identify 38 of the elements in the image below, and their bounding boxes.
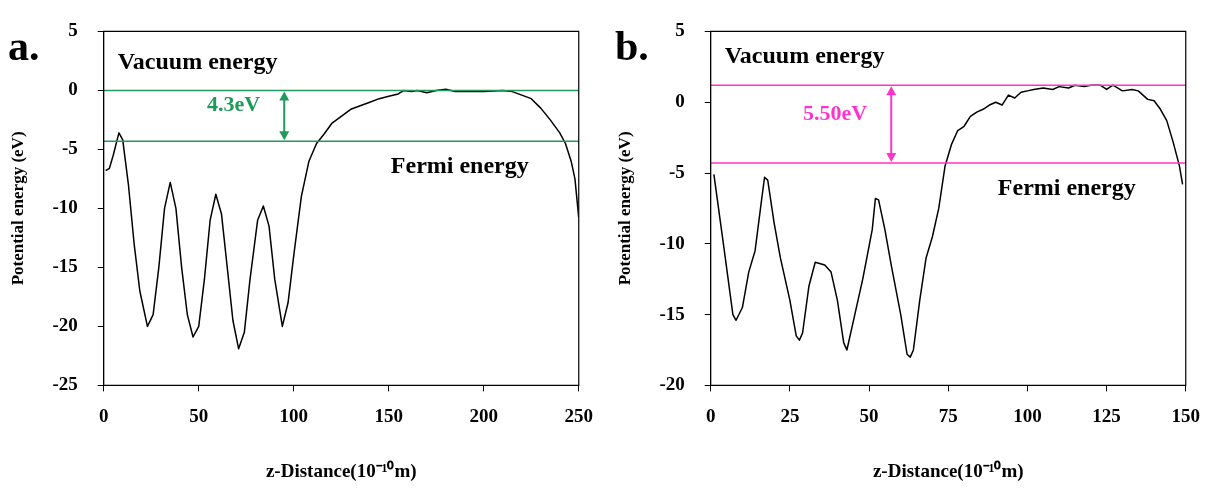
annotation: 5.50eV <box>803 99 868 125</box>
y-tick-label: -15 <box>52 255 78 277</box>
x-tick-label: 100 <box>279 404 308 426</box>
y-tick-label: -5 <box>61 137 78 159</box>
y-tick-label: -25 <box>52 373 78 395</box>
y-tick-label: -10 <box>52 196 78 218</box>
y-tick-label: 5 <box>675 19 685 41</box>
annotation: 4.3eV <box>207 91 261 117</box>
chart-title: b. <box>615 22 649 70</box>
x-tick-label: 50 <box>859 404 879 426</box>
y-tick-label: -15 <box>659 302 685 324</box>
y-tick-label: -20 <box>659 373 685 395</box>
ref-line-label: Vacuum energy <box>117 47 278 74</box>
x-tick-label: 150 <box>1171 404 1200 426</box>
y-tick-label: 5 <box>68 19 78 41</box>
x-tick-label: 0 <box>98 404 109 426</box>
x-axis-title: z-Distance(10⁻¹⁰m) <box>265 459 417 482</box>
x-tick-label: 25 <box>780 404 800 426</box>
y-tick-label: -10 <box>659 231 685 253</box>
y-axis-title: Potential energy (eV) <box>7 131 27 286</box>
y-tick-label: 0 <box>675 90 685 112</box>
x-tick-label: 0 <box>705 404 716 426</box>
ref-line-label: Fermi energy <box>390 152 529 179</box>
ref-line-label: Fermi energy <box>997 174 1136 201</box>
x-tick-label: 75 <box>938 404 958 426</box>
y-tick-label: -20 <box>52 314 78 336</box>
x-tick-label: 125 <box>1092 404 1121 426</box>
x-axis-title: z-Distance(10⁻¹⁰m) <box>872 459 1024 482</box>
ref-line-label: Vacuum energy <box>724 42 885 69</box>
y-axis-title: Potential energy (eV) <box>614 131 634 286</box>
x-tick-label: 150 <box>374 404 403 426</box>
x-tick-label: 250 <box>564 404 593 426</box>
x-tick-label: 200 <box>469 404 498 426</box>
x-tick-label: 100 <box>1013 404 1042 426</box>
x-tick-label: 50 <box>189 404 209 426</box>
y-tick-label: 0 <box>68 78 78 100</box>
y-tick-label: -5 <box>668 160 685 182</box>
chart-title: a. <box>8 22 40 70</box>
